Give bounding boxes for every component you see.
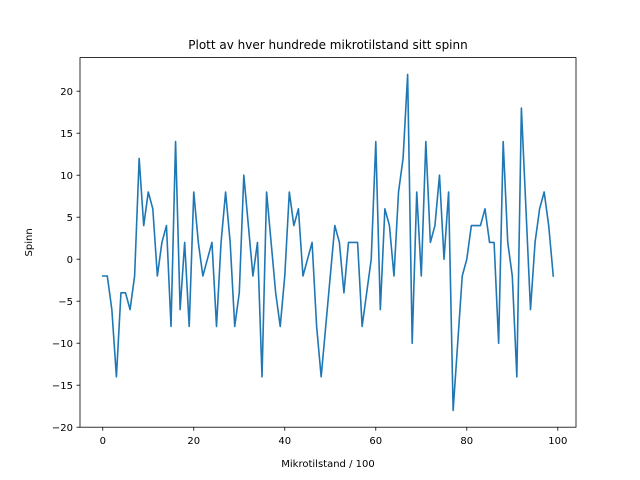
plot-area: 0 20 40 60 80 100 −20 −15 −10 −5 0 5 10 15 20 [52,57,577,447]
x-axis-ticks: 0 20 40 60 80 100 [100,427,567,447]
x-tick-label: 40 [278,436,291,447]
y-tick-label: 0 [67,255,73,266]
y-tick-label: −10 [52,339,73,350]
plot-frame [79,57,577,428]
y-tick-label: 20 [60,87,73,98]
chart-title: Plott av hver hundrede mikrotilstand sit… [188,38,467,52]
y-tick-label: −20 [52,423,73,434]
x-tick-label: 60 [369,436,382,447]
y-tick-label: 15 [60,129,73,140]
x-tick-label: 80 [460,436,473,447]
x-axis-title: Mikrotilstand / 100 [281,459,374,470]
x-tick-label: 20 [187,436,200,447]
y-tick-label: 10 [60,171,73,182]
y-tick-label: 5 [67,213,73,224]
x-tick-label: 100 [548,436,567,447]
x-tick-label: 0 [100,436,106,447]
y-tick-label: −5 [58,297,73,308]
y-axis-ticks: −20 −15 −10 −5 0 5 10 15 20 [52,87,80,434]
series-line-spinn [101,73,555,412]
y-axis-title: Spinn [24,228,35,256]
y-tick-label: −15 [52,381,73,392]
